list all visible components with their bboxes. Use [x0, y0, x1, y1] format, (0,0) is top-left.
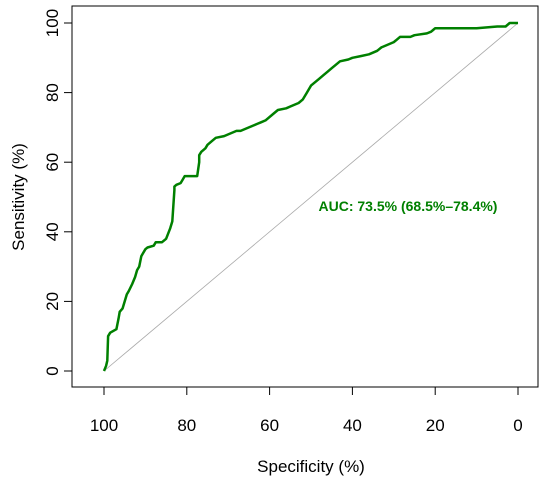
y-tick-label: 60 — [43, 153, 62, 172]
x-axis: 100 80 60 40 20 0 — [90, 386, 523, 435]
y-tick-label: 80 — [43, 83, 62, 102]
y-tick-label: 40 — [43, 222, 62, 241]
y-tick-label: 20 — [43, 292, 62, 311]
x-tick-label: 60 — [260, 416, 279, 435]
plot-area — [102, 21, 519, 372]
roc-curve — [102, 21, 518, 372]
x-tick-label: 20 — [426, 416, 445, 435]
x-axis-title: Specificity (%) — [257, 457, 365, 476]
y-axis: 0 20 40 60 80 100 — [43, 9, 73, 376]
auc-annotation: AUC: 73.5% (68.5%–78.4%) — [319, 198, 498, 214]
plot-frame — [71, 5, 539, 388]
y-axis-title: Sensitivity (%) — [9, 143, 28, 251]
x-tick-label: 100 — [90, 416, 118, 435]
y-tick-label: 100 — [43, 9, 62, 37]
x-tick-label: 80 — [177, 416, 196, 435]
x-tick-label: 0 — [513, 416, 522, 435]
x-tick-label: 40 — [343, 416, 362, 435]
y-tick-label: 0 — [43, 366, 62, 375]
reference-diagonal-line — [103, 22, 519, 372]
